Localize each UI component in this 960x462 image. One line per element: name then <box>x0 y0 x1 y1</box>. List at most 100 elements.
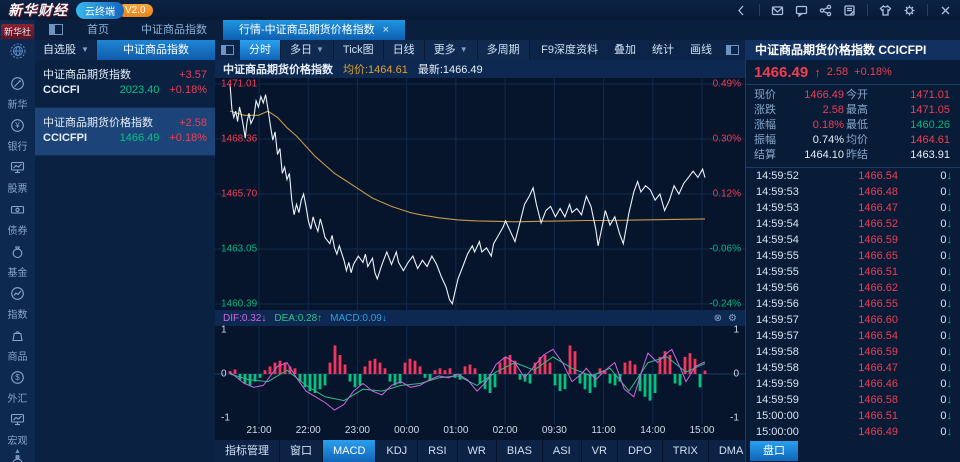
watch-group-dropdown[interactable]: 自选股 ▼ <box>35 40 97 60</box>
sidebar-item-商品[interactable]: 商品 <box>0 324 35 366</box>
stat-label: 现价 <box>754 89 776 101</box>
down-arrow-icon: ↓ <box>946 266 953 278</box>
tick-price: 1466.47 <box>858 362 898 374</box>
group-selected-chip[interactable]: 中证商品指数 <box>96 40 215 60</box>
sidebar-item-指数[interactable]: 指数 <box>0 282 35 324</box>
tick-volume: 0↓ <box>940 330 953 342</box>
sidebar-item-新华[interactable]: 新华 <box>0 72 35 114</box>
close-tab-icon[interactable]: × <box>382 24 390 36</box>
analysis-buttons: F9深度资料 叠加 统计 画线 <box>533 40 720 60</box>
sidebar-item-label: 股票 <box>7 183 28 195</box>
indicator-tab-DPO[interactable]: DPO <box>618 440 663 462</box>
down-arrow-icon: ↓ <box>946 298 953 310</box>
period-button-label: 更多 <box>433 44 456 56</box>
percent-axis-label: 0.49% <box>712 78 741 90</box>
instrument-pct: +0.18% <box>169 84 207 96</box>
stat-value: 0.74% <box>812 134 844 146</box>
panel-toggle-icon[interactable] <box>221 45 234 55</box>
sidebar-item-基金[interactable]: 基金 <box>0 240 35 282</box>
period-buttons: 分时 多日 ▼ Tick图 日线 更多 ▼ 多周期 <box>240 40 530 60</box>
tick-price: 1466.47 <box>858 202 898 214</box>
indicator-tab-ASI[interactable]: ASI <box>543 440 582 462</box>
time-axis-label: 01:00 <box>443 425 469 436</box>
tick-row: 14:59:53 1466.47 0↓ <box>746 200 960 216</box>
toolbar-button-统计[interactable]: 统计 <box>652 44 674 56</box>
last-price-label: 最新:1466.49 <box>417 64 483 76</box>
toolbar-button-画线[interactable]: 画线 <box>690 44 712 56</box>
indicator-tab-BIAS[interactable]: BIAS <box>497 440 543 462</box>
tick-row: 14:59:54 1466.59 0↓ <box>746 232 960 248</box>
chart-title-bar: 中证商品期货价格指数 均价:1464.61 最新:1466.49 <box>215 60 745 78</box>
toolbar-button-F9深度资料[interactable]: F9深度资料 <box>541 44 598 56</box>
tick-list[interactable]: 14:59:52 1466.54 0↓ 14:59:53 1466.48 0↓ 14:59:… <box>746 168 960 440</box>
panel-toggle-icon[interactable] <box>726 45 739 55</box>
indicator-settings-icon[interactable]: ⚙ <box>728 312 737 324</box>
bond-icon <box>10 202 25 220</box>
sidebar-item-宏观[interactable]: 宏观 <box>0 408 35 450</box>
quote-panel: 1466.49 ↑ 2.58 +0.18% 现价 1466.49 今开 1471.01… <box>745 60 960 462</box>
intraday-price-chart[interactable]: 1471.01 1468.36 1465.70 1463.05 1460.39 0.49%… <box>215 78 745 310</box>
indicator-tab-指标管理[interactable]: 指标管理 <box>215 440 280 462</box>
chevron-down-icon: ▼ <box>459 45 468 54</box>
tick-row: 14:59:59 1466.46 0↓ <box>746 376 960 392</box>
indicator-tab-TRIX[interactable]: TRIX <box>663 440 709 462</box>
tab-pankou[interactable]: 盘口 <box>750 441 798 461</box>
tick-time: 14:59:59 <box>756 378 799 390</box>
settings-gear-icon[interactable] <box>903 4 916 17</box>
price-axis-label: 1471.01 <box>221 78 258 90</box>
macd-chart[interactable]: 1 1 0 0 -1 -1 <box>215 325 745 424</box>
sidebar-item-企业[interactable]: 企业 <box>0 450 35 462</box>
indicator-tab-VR[interactable]: VR <box>582 440 618 462</box>
note-icon[interactable] <box>843 4 856 17</box>
share-icon[interactable] <box>819 4 832 17</box>
tab-首页[interactable]: 首页 <box>87 24 109 36</box>
period-button-日线[interactable]: 日线 <box>383 40 425 60</box>
sidebar-scroll-arrows[interactable]: ▲ ▼ <box>14 448 21 461</box>
watchlist-item-CCICFI[interactable]: 中证商品期货指数 +3.57 CCICFI 2023.40 +0.18% <box>35 60 215 108</box>
watchlist-item-CCICFPI[interactable]: 中证商品期货价格指数 +2.58 CCICFPI 1466.49 +0.18% <box>35 108 215 156</box>
theme-skin-icon[interactable] <box>879 4 892 17</box>
tick-row: 14:59:58 1466.59 0↓ <box>746 344 960 360</box>
quote-stats: 现价 1466.49 今开 1471.01 涨跌 2.58 最高 1471.05 涨幅 0.18%… <box>746 85 960 168</box>
indicator-tab-RSI[interactable]: RSI <box>418 440 458 462</box>
sidebar-item-外汇[interactable]: $ 外汇 <box>0 366 35 408</box>
down-arrow-icon: ↓ <box>946 330 953 342</box>
indicator-tab-MACD[interactable]: MACD <box>323 440 377 462</box>
indicator-tab-KDJ[interactable]: KDJ <box>376 440 419 462</box>
enterprise-icon <box>10 454 25 462</box>
close-icon[interactable] <box>939 4 952 17</box>
tick-time: 14:59:57 <box>756 330 799 342</box>
tick-time: 14:59:58 <box>756 362 799 374</box>
tick-volume: 0↓ <box>940 410 952 422</box>
tick-row: 14:59:56 1466.55 0↓ <box>746 296 960 312</box>
period-button-Tick图[interactable]: Tick图 <box>333 40 384 60</box>
panel-toggle-icon[interactable] <box>49 24 63 35</box>
mail-icon[interactable] <box>771 4 784 17</box>
period-button-分时[interactable]: 分时 <box>240 40 281 60</box>
indicator-tab-窗口[interactable]: 窗口 <box>280 440 323 462</box>
toolbar-button-叠加[interactable]: 叠加 <box>614 44 636 56</box>
stat-label: 涨跌 <box>754 104 776 116</box>
indicator-tab-WR[interactable]: WR <box>458 440 497 462</box>
down-arrow-icon: ↓ <box>946 314 953 326</box>
tick-price: 1466.60 <box>858 314 898 326</box>
collapse-left-icon[interactable] <box>735 4 748 17</box>
sidebar-item-银行[interactable]: ¥ 银行 <box>0 114 35 156</box>
last-price: 1466.49 <box>754 63 809 81</box>
macro-icon <box>10 412 25 430</box>
tab-中证商品指数[interactable]: 中证商品指数 <box>141 24 207 36</box>
period-button-多日[interactable]: 多日 ▼ <box>281 40 334 60</box>
tick-time: 15:00:00 <box>756 426 799 438</box>
period-button-多周期[interactable]: 多周期 <box>477 40 530 60</box>
tick-price: 1466.52 <box>858 218 898 230</box>
tick-time: 14:59:56 <box>756 298 799 310</box>
stat-label: 最低 <box>846 119 868 131</box>
period-button-更多[interactable]: 更多 ▼ <box>424 40 478 60</box>
sidebar-item-债券[interactable]: 债券 <box>0 198 35 240</box>
sidebar-item-股票[interactable]: 股票 <box>0 156 35 198</box>
close-indicator-icon[interactable]: ⊗ <box>713 312 723 324</box>
tab-行情-中证商品期货价格指数[interactable]: 行情-中证商品期货价格指数 × <box>223 20 406 40</box>
time-axis: 21:00 22:00 23:00 00:00 01:00 02:00 09:30 11:00… <box>215 424 745 440</box>
message-icon[interactable] <box>795 4 808 17</box>
stat-value: 1463.91 <box>910 149 950 161</box>
